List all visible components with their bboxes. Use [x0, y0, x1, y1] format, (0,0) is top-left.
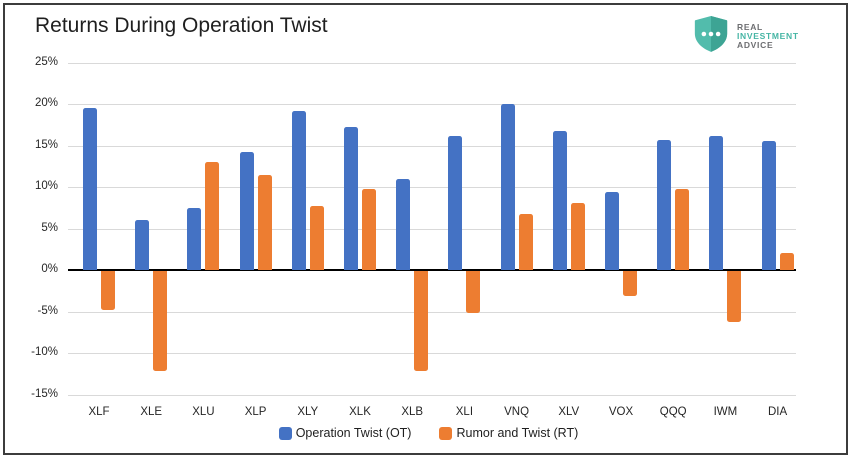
real-investment-advice-logo: REAL INVESTMENT ADVICE	[692, 15, 799, 58]
zero-axis-line	[68, 269, 796, 271]
chart-title: Returns During Operation Twist	[35, 14, 328, 37]
logo-line-investment: INVESTMENT	[737, 31, 799, 41]
legend-swatch-icon	[278, 426, 292, 440]
bar-rt-vox	[623, 271, 637, 296]
gridline	[68, 62, 796, 64]
shield-icon	[692, 15, 730, 58]
logo-line-advice: ADVICE	[737, 40, 774, 50]
x-axis-label-xly: XLY	[297, 406, 319, 418]
bar-rt-xle	[153, 271, 168, 371]
x-axis-label-xlp: XLP	[244, 406, 267, 418]
legend-item-ot: Operation Twist (OT)	[278, 426, 412, 440]
y-axis-tick-label: 15%	[34, 138, 58, 151]
bar-rt-xly	[309, 206, 324, 270]
x-axis-label-vnq: VNQ	[504, 406, 530, 418]
bar-rt-xli	[466, 271, 481, 313]
bar-rt-xlk	[362, 188, 376, 270]
bar-ot-xlp	[239, 152, 254, 270]
gridline	[68, 311, 796, 313]
bar-ot-xly	[291, 110, 306, 270]
bar-ot-vox	[605, 191, 619, 270]
gridline	[68, 394, 796, 396]
gridline	[68, 187, 796, 188]
y-axis-tick-label: 0%	[41, 263, 58, 275]
bar-rt-qqq	[675, 188, 690, 270]
logo-line-real: REAL	[737, 22, 763, 32]
bar-ot-xle	[135, 220, 150, 270]
legend-item-rt: Rumor and Twist (RT)	[439, 426, 578, 440]
y-axis-tick-label: 25%	[34, 55, 58, 68]
bar-ot-xli	[448, 135, 463, 270]
bar-ot-xlb	[396, 178, 411, 270]
bar-rt-dia	[779, 252, 794, 270]
x-axis-label-xlu: XLU	[192, 406, 215, 418]
gridline	[68, 104, 796, 105]
bar-rt-iwm	[727, 271, 742, 322]
bar-ot-dia	[761, 140, 776, 270]
bar-rt-xlb	[414, 271, 429, 371]
bar-rt-xlf	[101, 271, 115, 310]
y-axis-tick-label: 20%	[34, 97, 58, 109]
legend-swatch-icon	[439, 426, 453, 440]
x-axis-label-xlf: XLF	[88, 406, 110, 418]
x-axis-label-xlb: XLB	[401, 406, 424, 418]
bar-ot-vnq	[500, 104, 515, 270]
x-axis-label-iwm: IWM	[713, 406, 738, 418]
bar-rt-xlp	[257, 174, 272, 270]
x-axis-label-dia: DIA	[768, 406, 788, 418]
bar-ot-xlu	[187, 207, 202, 270]
bar-ot-xlf	[83, 108, 97, 270]
bar-ot-xlk	[344, 127, 358, 270]
bar-rt-xlv	[570, 202, 585, 270]
legend-label: Operation Twist (OT)	[295, 426, 412, 440]
legend-label: Rumor and Twist (RT)	[456, 426, 579, 440]
x-axis-label-xlv: XLV	[558, 406, 580, 418]
logo-wordmark: REAL INVESTMENT ADVICE	[737, 23, 799, 50]
bar-ot-iwm	[709, 135, 724, 270]
gridline	[68, 145, 796, 147]
gridline	[68, 228, 796, 230]
y-axis-tick-label: -10%	[31, 346, 58, 358]
y-axis-tick-label: 5%	[41, 221, 58, 234]
x-axis-label-vox: VOX	[608, 406, 634, 418]
x-axis-label-xle: XLE	[140, 406, 163, 418]
bar-ot-xlv	[552, 131, 567, 270]
bar-ot-qqq	[657, 139, 672, 270]
gridline	[68, 353, 796, 354]
bar-rt-xlu	[205, 162, 220, 270]
x-axis-label-qqq: QQQ	[659, 406, 687, 418]
chart-legend: Operation Twist (OT) Rumor and Twist (RT)	[0, 426, 857, 440]
y-axis-tick-label: -5%	[37, 304, 58, 317]
x-axis-label-xlk: XLK	[349, 406, 371, 418]
y-axis-tick-label: 10%	[34, 180, 58, 192]
x-axis-label-xli: XLI	[455, 406, 474, 418]
bar-rt-vnq	[518, 214, 533, 270]
y-axis-tick-label: -15%	[31, 387, 58, 400]
